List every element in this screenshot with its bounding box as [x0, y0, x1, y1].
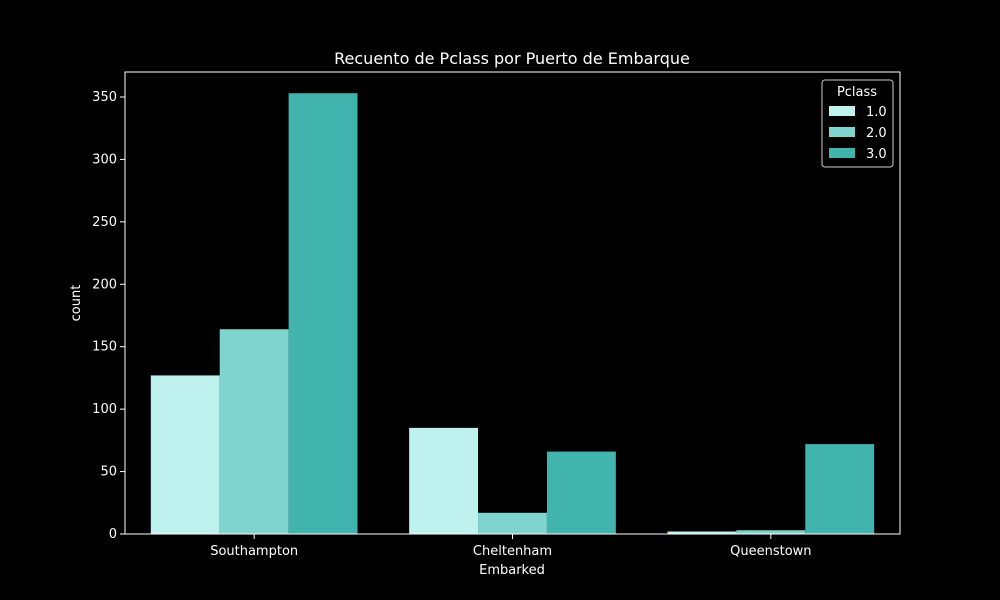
y-axis: 0 50 100 150 200 250 300 350 [92, 90, 125, 542]
plot-frame [124, 71, 901, 535]
bar-queenstown-pclass-3-0 [805, 444, 875, 534]
legend-frame [821, 79, 894, 168]
x-tick-label: Cheltenham [473, 544, 552, 559]
bar-cheltenham-pclass-2-0 [478, 512, 547, 534]
y-tick-label: 0 [109, 527, 117, 542]
bar-southampton-pclass-3-0 [288, 93, 358, 535]
bar-southampton-pclass-2-0 [219, 329, 289, 534]
bar-cheltenham-pclass-3-0 [546, 451, 616, 534]
x-axis-label: Embarked [479, 563, 545, 578]
y-tick-label: 200 [92, 277, 117, 292]
bar-southampton-pclass-1-0 [150, 375, 220, 534]
y-tick-label: 100 [92, 402, 117, 417]
y-tick-label: 150 [92, 340, 117, 355]
bar-queenstown-pclass-1-0 [667, 531, 737, 534]
bar-cheltenham-pclass-1-0 [409, 427, 479, 534]
legend-swatch [829, 106, 855, 116]
bars-group [150, 93, 875, 535]
x-axis: Southampton Cheltenham Queenstown [210, 534, 812, 559]
legend-label: 1.0 [866, 105, 887, 120]
chart-title: Recuento de Pclass por Puerto de Embarqu… [334, 49, 690, 68]
y-tick-label: 250 [92, 215, 117, 230]
y-tick-label: 350 [92, 90, 117, 105]
legend-swatch [829, 127, 855, 137]
x-tick-label: Queenstown [730, 544, 811, 559]
y-tick-label: 300 [92, 152, 117, 167]
legend: Pclass 1.0 2.0 3.0 [821, 79, 894, 168]
y-axis-label: count [69, 285, 84, 322]
legend-title: Pclass [837, 85, 877, 100]
legend-label: 2.0 [866, 126, 887, 141]
y-tick-label: 50 [100, 465, 117, 480]
legend-label: 3.0 [866, 147, 887, 162]
bar-queenstown-pclass-2-0 [736, 530, 806, 534]
x-tick-label: Southampton [210, 544, 298, 559]
legend-swatch [829, 148, 855, 158]
